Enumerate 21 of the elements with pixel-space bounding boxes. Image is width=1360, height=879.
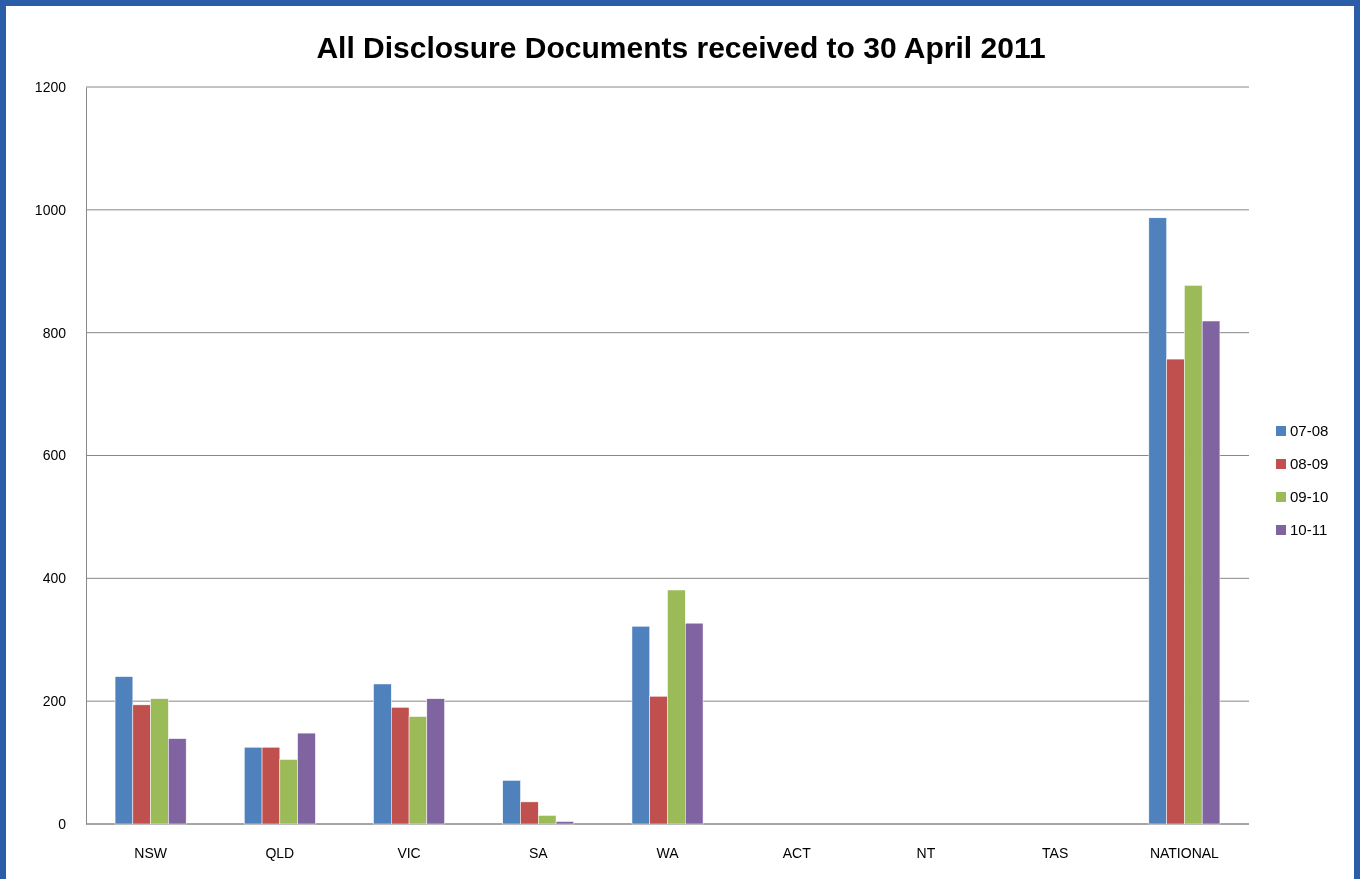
y-tick-label: 200 xyxy=(42,693,67,710)
legend-label: 09-10 xyxy=(1290,488,1329,505)
x-tick-label: NSW xyxy=(134,844,168,861)
x-tick-label: QLD xyxy=(265,844,295,861)
y-tick-label: 0 xyxy=(58,815,67,832)
x-tick-label: VIC xyxy=(397,844,421,861)
x-tick-label: NATIONAL xyxy=(1149,844,1220,861)
x-tick-label: WA xyxy=(656,844,680,861)
legend-label: 07-08 xyxy=(1290,422,1329,439)
x-tick-label: TAS xyxy=(1042,844,1069,861)
y-tick-label: 800 xyxy=(42,324,67,341)
y-tick-label: 1200 xyxy=(34,78,67,95)
x-tick-label: ACT xyxy=(782,844,812,861)
x-tick-label: NT xyxy=(916,844,936,861)
y-tick-label: 1000 xyxy=(34,201,67,218)
legend-label: 08-09 xyxy=(1290,455,1329,472)
chart-title: All Disclosure Documents received to 30 April 2011 xyxy=(316,31,1046,64)
x-tick-label: SA xyxy=(528,844,549,861)
legend-label: 10-11 xyxy=(1290,521,1328,538)
y-tick-label: 600 xyxy=(42,447,67,464)
y-tick-label: 400 xyxy=(42,570,67,587)
